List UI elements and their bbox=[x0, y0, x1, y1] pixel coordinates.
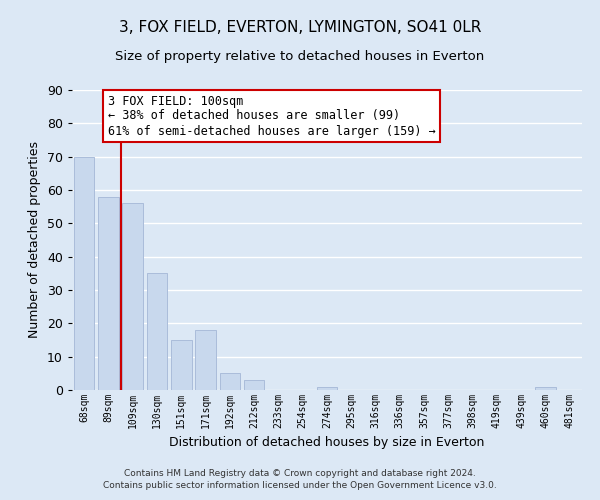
Bar bbox=[317, 386, 337, 390]
Bar bbox=[171, 340, 191, 390]
Bar bbox=[220, 374, 240, 390]
Y-axis label: Number of detached properties: Number of detached properties bbox=[28, 142, 41, 338]
Text: 3 FOX FIELD: 100sqm
← 38% of detached houses are smaller (99)
61% of semi-detach: 3 FOX FIELD: 100sqm ← 38% of detached ho… bbox=[108, 94, 436, 138]
Bar bbox=[244, 380, 265, 390]
Bar bbox=[535, 386, 556, 390]
Text: Contains HM Land Registry data © Crown copyright and database right 2024.
Contai: Contains HM Land Registry data © Crown c… bbox=[103, 468, 497, 490]
Bar bbox=[74, 156, 94, 390]
Text: Size of property relative to detached houses in Everton: Size of property relative to detached ho… bbox=[115, 50, 485, 63]
Bar bbox=[122, 204, 143, 390]
Text: 3, FOX FIELD, EVERTON, LYMINGTON, SO41 0LR: 3, FOX FIELD, EVERTON, LYMINGTON, SO41 0… bbox=[119, 20, 481, 35]
X-axis label: Distribution of detached houses by size in Everton: Distribution of detached houses by size … bbox=[169, 436, 485, 450]
Bar bbox=[195, 330, 216, 390]
Bar bbox=[98, 196, 119, 390]
Bar bbox=[146, 274, 167, 390]
